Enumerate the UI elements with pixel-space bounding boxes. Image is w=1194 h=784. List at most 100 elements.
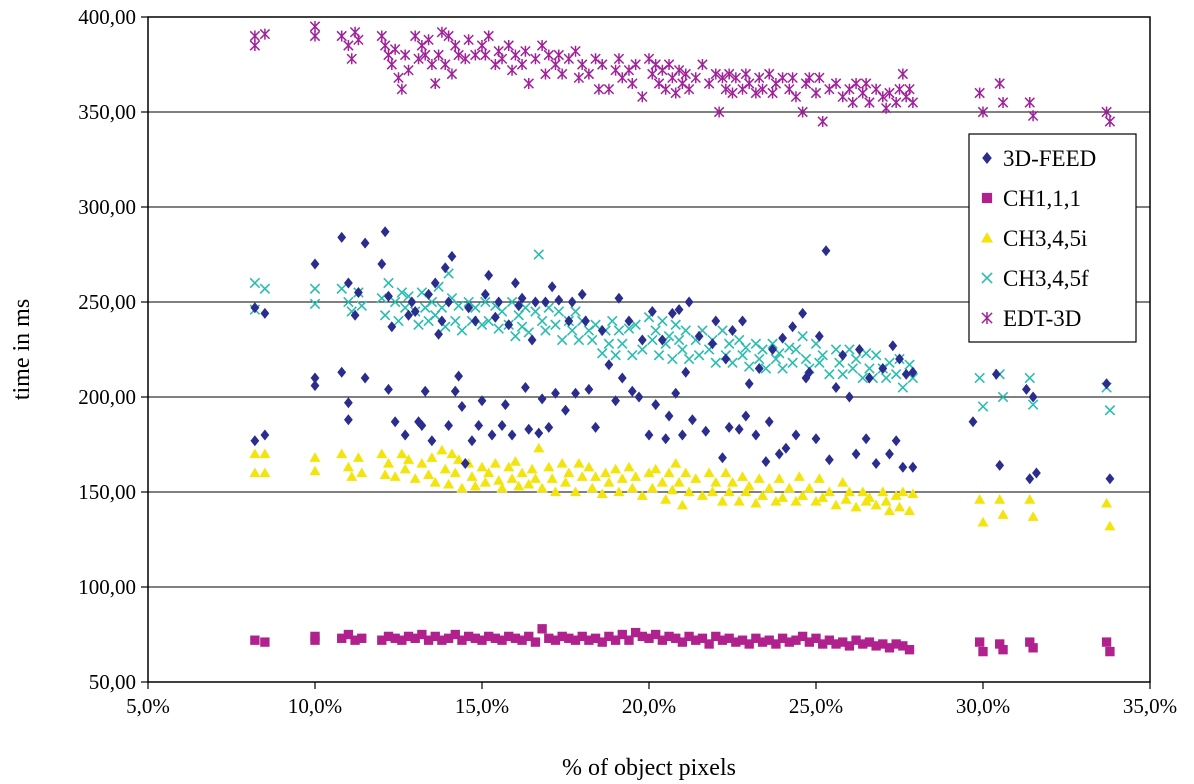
data-point-ch3-4-5i: [683, 486, 695, 497]
data-point-edt-3d: [740, 68, 752, 80]
data-point-3d-feed: [310, 258, 320, 270]
data-point-3d-feed: [754, 363, 764, 374]
data-point-3d-feed: [571, 387, 580, 399]
data-point-edt-3d: [810, 87, 822, 99]
data-point-3d-feed: [774, 448, 784, 460]
data-point-edt-3d: [884, 87, 895, 99]
data-point-edt-3d: [383, 49, 394, 61]
data-point-ch3-4-5f: [456, 325, 468, 336]
data-point-edt-3d: [804, 72, 815, 84]
data-point-ch3-4-5f: [570, 306, 581, 317]
data-point-edt-3d: [516, 59, 528, 70]
data-point-3d-feed: [674, 304, 684, 316]
data-point-ch3-4-5i: [894, 501, 905, 512]
data-point-ch1-1-1: [610, 635, 621, 645]
data-point-ch1-1-1: [510, 633, 521, 643]
data-point-ch3-4-5i: [423, 469, 435, 480]
data-point-ch3-4-5f: [767, 338, 778, 350]
data-point-edt-3d: [420, 49, 431, 61]
data-point-ch3-4-5i: [783, 482, 795, 493]
data-point-edt-3d: [977, 106, 989, 118]
data-point-ch1-1-1: [717, 635, 728, 645]
data-point-ch3-4-5i: [526, 463, 538, 474]
data-point-3d-feed: [728, 325, 737, 336]
data-point-3d-feed: [494, 296, 504, 308]
data-point-edt-3d: [480, 49, 491, 61]
data-point-ch3-4-5i: [850, 501, 862, 512]
data-point-ch1-1-1: [1105, 646, 1115, 657]
data-point-edt-3d: [757, 83, 768, 95]
data-point-3d-feed: [577, 288, 587, 300]
data-point-ch3-4-5i: [904, 505, 916, 516]
data-point-edt-3d: [890, 97, 902, 108]
data-point-ch3-4-5f: [1104, 405, 1116, 416]
data-point-ch1-1-1: [995, 639, 1005, 649]
data-point-3d-feed: [440, 262, 450, 274]
data-point-3d-feed: [711, 315, 721, 327]
data-point-edt-3d: [409, 30, 421, 42]
data-point-ch3-4-5i: [596, 488, 608, 499]
data-point-ch3-4-5f: [847, 363, 858, 374]
data-point-3d-feed: [804, 366, 814, 378]
data-point-3d-feed: [444, 296, 453, 308]
data-point-ch3-4-5i: [396, 448, 408, 459]
data-point-edt-3d: [680, 68, 691, 80]
data-point-ch3-4-5i: [656, 477, 668, 487]
data-point-3d-feed: [898, 461, 908, 473]
data-point-ch3-4-5i: [399, 463, 411, 474]
data-point-ch3-4-5f: [647, 334, 658, 346]
data-point-ch3-4-5i: [506, 473, 518, 483]
data-point-ch1-1-1: [357, 633, 367, 643]
data-point-ch1-1-1: [684, 631, 694, 642]
data-point-3d-feed: [838, 349, 848, 361]
data-point-edt-3d: [720, 83, 732, 95]
data-point-ch3-4-5f: [830, 344, 842, 355]
data-point-ch1-1-1: [443, 633, 454, 643]
data-point-ch3-4-5i: [840, 494, 852, 504]
data-point-edt-3d: [647, 68, 658, 80]
data-point-ch3-4-5f: [880, 372, 892, 384]
data-point-ch1-1-1: [410, 633, 420, 643]
data-point-ch3-4-5i: [720, 467, 732, 478]
data-point-3d-feed: [430, 277, 440, 289]
data-point-ch3-4-5f: [590, 319, 601, 331]
data-point-3d-feed: [444, 420, 453, 431]
data-point-ch3-4-5f: [453, 300, 464, 312]
data-point-ch3-4-5i: [356, 467, 368, 478]
data-point-3d-feed: [861, 433, 871, 445]
data-point-ch1-1-1: [430, 631, 440, 642]
data-point-ch3-4-5f: [824, 368, 835, 380]
data-point-edt-3d: [787, 72, 798, 84]
data-point-3d-feed: [487, 429, 497, 441]
data-point-edt-3d: [309, 21, 321, 32]
data-point-edt-3d: [697, 59, 708, 70]
y-tick-label: 150,00: [78, 480, 136, 504]
data-point-edt-3d: [683, 83, 695, 95]
data-point-3d-feed: [581, 315, 590, 327]
data-point-3d-feed: [768, 344, 777, 355]
data-point-ch3-4-5i: [379, 469, 391, 480]
data-point-ch1-1-1: [851, 635, 861, 645]
data-point-3d-feed: [814, 330, 824, 342]
data-point-3d-feed: [701, 425, 711, 437]
data-point-edt-3d: [727, 87, 738, 99]
data-point-ch1-1-1: [978, 646, 988, 657]
data-point-ch3-4-5i: [590, 471, 602, 481]
data-point-ch3-4-5f: [770, 353, 782, 365]
data-point-ch3-4-5i: [706, 486, 718, 497]
data-point-ch3-4-5f: [790, 344, 802, 355]
data-point-ch3-4-5f: [617, 338, 628, 350]
data-point-3d-feed: [344, 277, 353, 289]
data-point-ch1-1-1: [337, 633, 347, 643]
data-point-3d-feed: [637, 334, 647, 346]
data-point-ch1-1-1: [550, 635, 561, 645]
data-point-ch3-4-5f: [309, 283, 321, 294]
data-point-ch3-4-5i: [456, 482, 468, 493]
data-point-edt-3d: [436, 26, 448, 38]
data-point-ch3-4-5i: [994, 494, 1006, 504]
data-point-3d-feed: [744, 378, 754, 390]
data-point-ch3-4-5i: [523, 478, 535, 489]
data-point-ch3-4-5i: [536, 482, 548, 493]
data-point-3d-feed: [424, 288, 433, 300]
data-point-3d-feed: [734, 423, 744, 435]
